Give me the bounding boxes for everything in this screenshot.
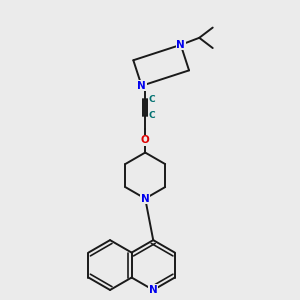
Text: C: C: [148, 95, 155, 104]
Text: N: N: [137, 81, 146, 91]
Text: N: N: [149, 285, 158, 295]
Text: N: N: [176, 40, 185, 50]
Text: N: N: [141, 194, 150, 204]
Text: O: O: [141, 135, 150, 146]
Text: C: C: [148, 111, 155, 120]
